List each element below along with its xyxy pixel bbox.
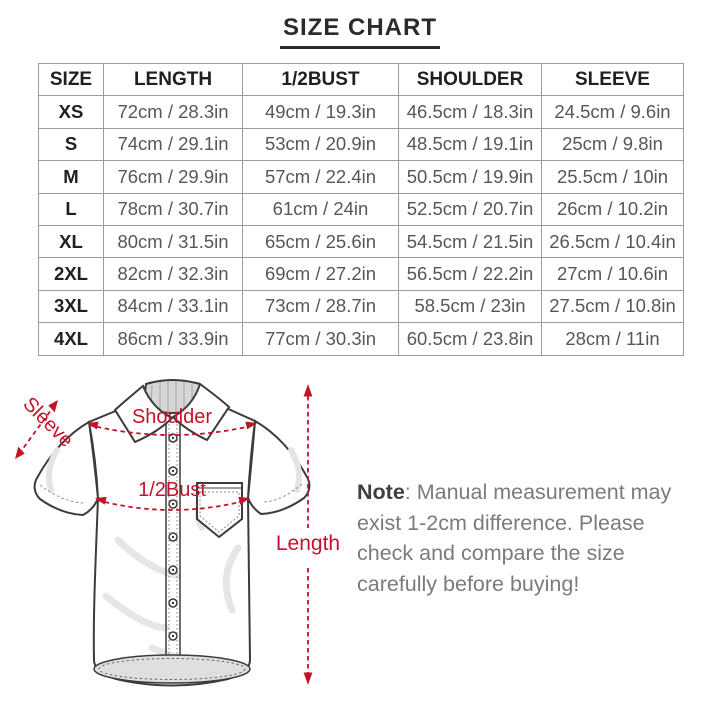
length-arrowhead-bottom [303,672,313,685]
length-label: Length [276,532,340,555]
sleeve-cell: 27cm / 10.6in [541,257,684,291]
size-cell: L [38,192,104,226]
column-header-bust: 1/2BUST [242,62,399,97]
column-header-length: LENGTH [103,62,243,97]
size-cell: XS [38,95,104,129]
sleeve-cell: 25cm / 9.8in [541,127,684,162]
length-arrowhead-top [303,384,313,397]
bust-cell: 61cm / 24in [242,192,399,226]
bust-cell: 73cm / 28.7in [242,289,399,324]
bust-label: 1/2Bust [138,479,206,501]
shoulder-cell: 58.5cm / 23in [398,289,542,324]
sleeve-arrowhead-bottom [15,446,25,459]
table-row: 4XL 86cm / 33.9in 77cm / 30.3in 60.5cm /… [38,322,684,356]
column-header-shoulder: SHOULDER [398,62,542,97]
shirt-collar [113,379,231,444]
length-cell: 74cm / 29.1in [103,127,243,162]
size-cell: S [38,127,104,162]
length-cell: 82cm / 32.3in [103,257,243,291]
length-cell: 78cm / 30.7in [103,192,243,226]
shirt-placket [165,412,181,664]
bust-arrowhead-left [95,496,107,505]
sleeve-arrow-line [18,405,55,455]
length-cell: 86cm / 33.9in [103,322,243,356]
table-row: XS 72cm / 28.3in 49cm / 19.3in 46.5cm / … [38,95,684,129]
bust-cell: 53cm / 20.9in [242,127,399,162]
note-line: exist 1-2cm difference. Please [357,510,645,535]
note-line: Note: Manual measurement may [357,477,702,508]
bust-arrowhead-right [238,496,250,505]
sleeve-cell: 26cm / 10.2in [541,192,684,226]
bust-cell: 69cm / 27.2in [242,257,399,291]
bust-cell: 57cm / 22.4in [242,160,399,194]
bust-cell: 77cm / 30.3in [242,322,399,356]
shoulder-cell: 52.5cm / 20.7in [398,192,542,226]
table-row: XL 80cm / 31.5in 65cm / 25.6in 54.5cm / … [38,224,684,259]
sleeve-arrowhead-top [48,400,58,413]
shoulder-arrowhead-right [245,421,257,430]
bust-cell: 65cm / 25.6in [242,224,399,259]
measurement-annotations [18,396,309,673]
size-cell: 3XL [38,289,104,324]
length-cell: 72cm / 28.3in [103,95,243,129]
note-line: carefully before buying! [357,571,580,596]
shirt-body [87,403,257,687]
sleeve-cell: 27.5cm / 10.8in [541,289,684,324]
page-title-wrap: SIZE CHART [0,14,720,49]
shoulder-cell: 46.5cm / 18.3in [398,95,542,129]
measurement-arrowheads [15,384,313,685]
size-cell: 2XL [38,257,104,291]
shoulder-arrow-line [88,424,256,436]
shoulder-cell: 48.5cm / 19.1in [398,127,542,162]
table-row: M 76cm / 29.9in 57cm / 22.4in 50.5cm / 1… [38,160,684,194]
shirt-hem [93,654,251,684]
size-cell: M [38,160,104,194]
sleeve-cell: 26.5cm / 10.4in [541,224,684,259]
bust-cell: 49cm / 19.3in [242,95,399,129]
sleeve-label: Sleeve [18,393,77,452]
note-line: check and compare the size [357,541,625,565]
column-header-sleeve: SLEEVE [541,62,684,97]
column-header-size: SIZE [38,62,104,97]
shirt-measurement-diagram: Shoulder 1/2Bust Sleeve Length [15,379,340,687]
shirt-buttons [168,433,178,641]
note-label: Note [357,480,405,504]
shoulder-cell: 50.5cm / 19.9in [398,160,542,194]
shoulder-cell: 60.5cm / 23.8in [398,322,542,356]
length-cell: 80cm / 31.5in [103,224,243,259]
sleeve-cell: 24.5cm / 9.6in [541,95,684,129]
shirt-sleeves [33,419,311,517]
size-table: SIZE LENGTH 1/2BUST SHOULDER SLEEVE XS 7… [38,62,684,356]
table-row: 3XL 84cm / 33.1in 73cm / 28.7in 58.5cm /… [38,289,684,324]
size-cell: 4XL [38,322,104,356]
length-cell: 84cm / 33.1in [103,289,243,324]
table-row: L 78cm / 30.7in 61cm / 24in 52.5cm / 20.… [38,192,684,226]
note-text: Note: Manual measurement may exist 1-2cm… [357,477,702,599]
sleeve-cell: 28cm / 11in [541,322,684,356]
table-header-row: SIZE LENGTH 1/2BUST SHOULDER SLEEVE [38,62,684,97]
shoulder-cell: 54.5cm / 21.5in [398,224,542,259]
bust-arrow-line [96,499,249,511]
shirt-pocket [196,482,243,539]
size-cell: XL [38,224,104,259]
shoulder-arrowhead-left [87,421,99,430]
length-cell: 76cm / 29.9in [103,160,243,194]
note-line1-rest: : Manual measurement may [404,480,672,504]
sleeve-cell: 25.5cm / 10in [541,160,684,194]
page-title: SIZE CHART [280,14,440,49]
shoulder-cell: 56.5cm / 22.2in [398,257,542,291]
table-row: 2XL 82cm / 32.3in 69cm / 27.2in 56.5cm /… [38,257,684,291]
shoulder-label: Shoulder [132,406,212,428]
table-row: S 74cm / 29.1in 53cm / 20.9in 48.5cm / 1… [38,127,684,162]
